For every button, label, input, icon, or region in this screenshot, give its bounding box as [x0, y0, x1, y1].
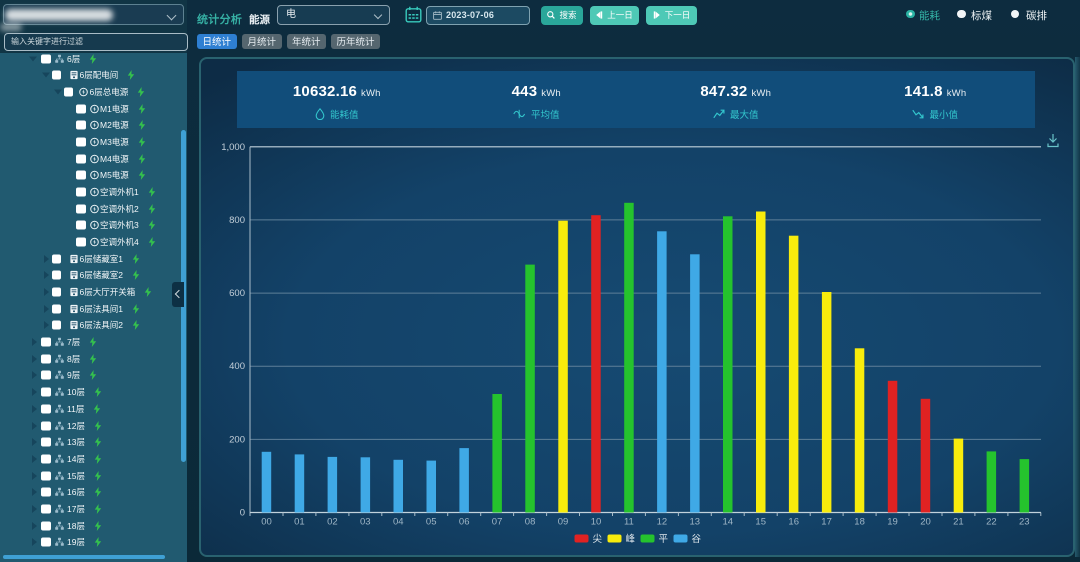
- svg-text:07: 07: [492, 517, 503, 528]
- svg-text:谷: 谷: [692, 534, 702, 545]
- svg-text:16: 16: [788, 517, 799, 528]
- svg-text:800: 800: [229, 215, 245, 226]
- svg-text:22: 22: [986, 517, 997, 528]
- svg-text:1,000: 1,000: [221, 142, 245, 153]
- svg-text:峰: 峰: [626, 534, 636, 545]
- svg-text:14: 14: [723, 517, 734, 528]
- svg-text:600: 600: [229, 288, 245, 299]
- svg-text:20: 20: [920, 517, 931, 528]
- svg-text:00: 00: [261, 517, 272, 528]
- svg-text:10: 10: [591, 517, 602, 528]
- svg-text:08: 08: [525, 517, 536, 528]
- svg-text:23: 23: [1019, 517, 1030, 528]
- svg-text:400: 400: [229, 361, 245, 372]
- svg-text:19: 19: [887, 517, 898, 528]
- svg-text:15: 15: [755, 517, 766, 528]
- svg-text:03: 03: [360, 517, 371, 528]
- svg-text:05: 05: [426, 517, 437, 528]
- svg-text:09: 09: [558, 517, 569, 528]
- svg-text:11: 11: [624, 517, 634, 528]
- svg-text:06: 06: [459, 517, 470, 528]
- svg-text:01: 01: [294, 517, 305, 528]
- svg-text:200: 200: [229, 434, 245, 445]
- svg-text:17: 17: [821, 517, 832, 528]
- svg-text:平: 平: [659, 534, 669, 545]
- svg-text:21: 21: [953, 517, 964, 528]
- svg-text:13: 13: [690, 517, 701, 528]
- svg-text:尖: 尖: [593, 533, 603, 545]
- svg-text:04: 04: [393, 517, 404, 528]
- svg-text:0: 0: [240, 508, 245, 519]
- svg-text:18: 18: [854, 517, 865, 528]
- svg-text:12: 12: [657, 517, 668, 528]
- svg-text:02: 02: [327, 517, 338, 528]
